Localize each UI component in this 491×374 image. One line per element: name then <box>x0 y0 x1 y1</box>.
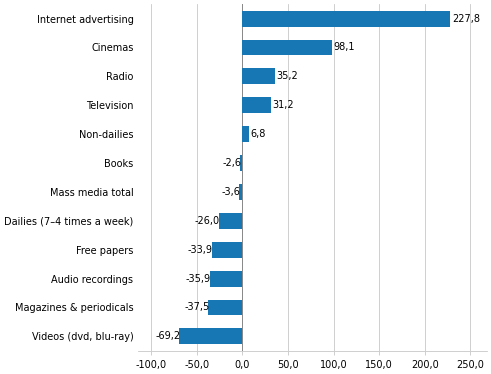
Text: -69,2: -69,2 <box>156 331 181 341</box>
Bar <box>210 271 243 286</box>
Text: 35,2: 35,2 <box>276 71 298 82</box>
Bar <box>212 242 243 258</box>
Bar <box>240 155 243 171</box>
Bar <box>243 68 274 84</box>
Bar <box>243 11 450 27</box>
Text: 31,2: 31,2 <box>273 100 294 110</box>
Text: -37,5: -37,5 <box>185 303 210 312</box>
Text: -35,9: -35,9 <box>186 274 211 283</box>
Bar <box>243 97 271 113</box>
Text: 227,8: 227,8 <box>452 13 480 24</box>
Text: 6,8: 6,8 <box>250 129 266 139</box>
Bar <box>243 126 248 142</box>
Text: 98,1: 98,1 <box>334 43 355 52</box>
Text: -26,0: -26,0 <box>195 216 220 226</box>
Text: -3,6: -3,6 <box>221 187 241 197</box>
Bar <box>179 328 243 344</box>
Bar <box>243 40 332 55</box>
Text: -2,6: -2,6 <box>222 158 242 168</box>
Bar <box>208 300 243 315</box>
Bar <box>219 213 243 229</box>
Text: -33,9: -33,9 <box>188 245 213 255</box>
Bar <box>239 184 243 200</box>
